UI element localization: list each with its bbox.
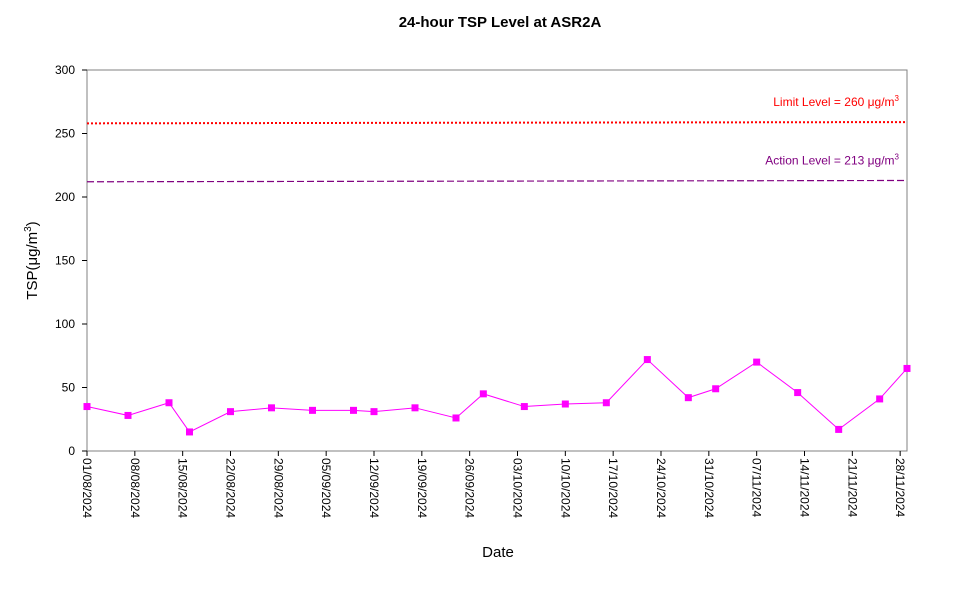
x-tick-label: 31/10/2024: [702, 458, 716, 518]
x-tick-label: 19/09/2024: [415, 458, 429, 518]
x-tick-label: 21/11/2024: [845, 458, 859, 517]
x-tick-label: 17/10/2024: [606, 458, 620, 518]
y-axis-label: TSP(μg/m3): [23, 221, 41, 299]
x-tick-label: 29/08/2024: [271, 458, 285, 518]
y-tick-label: 200: [55, 190, 75, 204]
data-point: [124, 411, 132, 419]
data-point: [268, 404, 275, 412]
y-tick-label: 250: [55, 127, 75, 141]
data-point: [794, 389, 802, 397]
data-point: [83, 403, 91, 411]
data-point: [903, 364, 911, 372]
x-tick-label: 03/10/2024: [511, 458, 525, 518]
data-point: [520, 403, 528, 411]
x-tick-label: 28/11/2024: [893, 458, 907, 517]
y-axis: 0 50 100 150 200 250 300: [55, 63, 87, 458]
x-tick-label: 05/09/2024: [319, 458, 333, 518]
x-tick-label: 15/08/2024: [176, 458, 190, 518]
x-tick-label: 22/08/2024: [224, 458, 238, 518]
x-tick-label: 26/09/2024: [463, 458, 477, 518]
series-line: [86, 358, 908, 433]
y-tick-label: 300: [55, 63, 75, 77]
data-point: [684, 394, 692, 402]
data-point: [602, 399, 610, 407]
x-tick-label: 24/10/2024: [654, 458, 668, 518]
limit-level-line: [86, 121, 908, 125]
x-tick-label: 08/08/2024: [128, 458, 142, 518]
action-level-label: Action Level = 213 μg/m3: [765, 152, 899, 167]
x-axis-label: Date: [482, 544, 514, 561]
x-tick-label: 10/10/2024: [558, 458, 572, 518]
x-axis: 01/08/2024 08/08/2024 15/08/2024 22/08/2024…: [80, 451, 907, 518]
plot-area: [86, 69, 908, 452]
data-point: [712, 385, 720, 393]
x-tick-label: 12/09/2024: [367, 458, 381, 518]
data-point: [165, 399, 173, 407]
data-point: [452, 414, 460, 422]
x-tick-label: 14/11/2024: [798, 458, 812, 517]
chart-title: 24-hour TSP Level at ASR2A: [399, 14, 602, 31]
data-point: [309, 406, 316, 414]
y-tick-label: 100: [55, 317, 75, 331]
data-point: [876, 395, 884, 403]
y-tick-label: 150: [55, 254, 75, 268]
reference-lines: Limit Level = 260 μg/m3 Action Level = 21…: [86, 94, 908, 183]
y-tick-label: 0: [68, 444, 75, 458]
x-tick-label: 07/11/2024: [750, 458, 764, 517]
data-point: [643, 356, 651, 364]
data-point: [227, 408, 234, 416]
data-point: [370, 408, 378, 416]
data-point: [479, 390, 487, 398]
data-point: [350, 406, 357, 414]
series-layer: [83, 356, 911, 436]
limit-level-label: Limit Level = 260 μg/m3: [773, 94, 899, 109]
x-tick-label: 01/08/2024: [80, 458, 94, 518]
data-point: [753, 358, 761, 366]
y-tick-label: 50: [62, 381, 76, 395]
data-point: [411, 404, 419, 412]
data-point: [561, 400, 569, 408]
data-point: [835, 425, 843, 433]
action-level-line: [86, 179, 908, 183]
data-point: [186, 428, 193, 436]
